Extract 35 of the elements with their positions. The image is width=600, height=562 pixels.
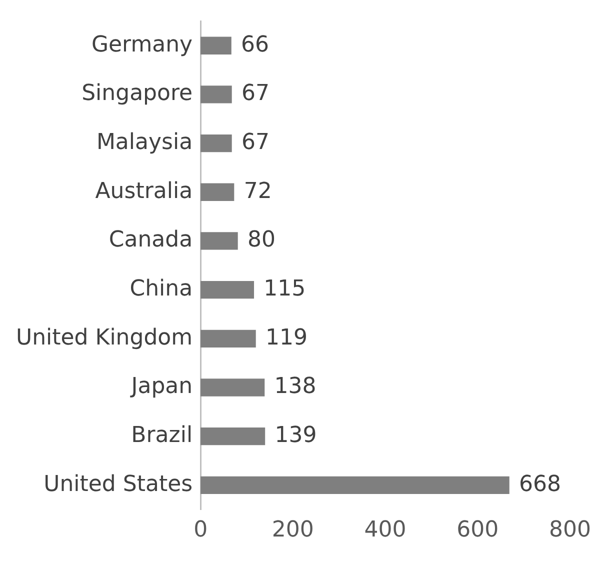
data-label: 119 [266, 325, 308, 350]
y-tick-label: United States [44, 472, 193, 497]
bar [200, 134, 232, 152]
bar [200, 232, 238, 250]
x-tick-label: 0 [194, 518, 208, 543]
y-tick-label: Singapore [82, 81, 193, 106]
bar [200, 330, 256, 348]
data-label: 80 [248, 228, 276, 253]
bar [200, 280, 254, 299]
data-label: 66 [241, 32, 270, 58]
x-tick-label: 800 [549, 518, 591, 543]
bar [200, 378, 265, 396]
y-tick-label: China [130, 276, 193, 302]
data-label: 67 [242, 81, 270, 106]
data-label: 115 [264, 276, 306, 302]
y-tick-label: Brazil [131, 423, 193, 448]
data-label: 139 [274, 423, 317, 448]
y-tick-label: Japan [129, 374, 193, 400]
x-tick-label: 600 [456, 518, 499, 543]
y-tick-label: Australia [95, 178, 193, 204]
bar [200, 86, 232, 104]
bar [200, 476, 510, 494]
bar [200, 183, 234, 201]
bar [200, 36, 232, 54]
y-tick-label: Malaysia [96, 130, 193, 156]
data-label: 67 [242, 130, 270, 156]
bar [200, 428, 266, 446]
data-label: 668 [519, 472, 562, 497]
x-tick-label: 200 [272, 518, 314, 543]
y-tick-label: Canada [108, 228, 193, 253]
y-tick-label: Germany [91, 32, 193, 58]
y-tick-label: United Kingdom [16, 325, 193, 350]
x-tick-label: 400 [364, 518, 406, 543]
data-label: 138 [274, 374, 316, 400]
data-label: 72 [244, 178, 272, 204]
